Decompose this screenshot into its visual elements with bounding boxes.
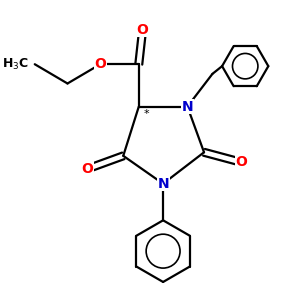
Text: O: O bbox=[137, 22, 148, 37]
Text: N: N bbox=[157, 177, 169, 191]
Text: H$_3$C: H$_3$C bbox=[2, 57, 29, 72]
Text: N: N bbox=[182, 100, 193, 114]
Text: *: * bbox=[144, 109, 149, 119]
Text: O: O bbox=[235, 155, 247, 169]
Text: O: O bbox=[94, 57, 106, 71]
Text: O: O bbox=[81, 162, 93, 176]
